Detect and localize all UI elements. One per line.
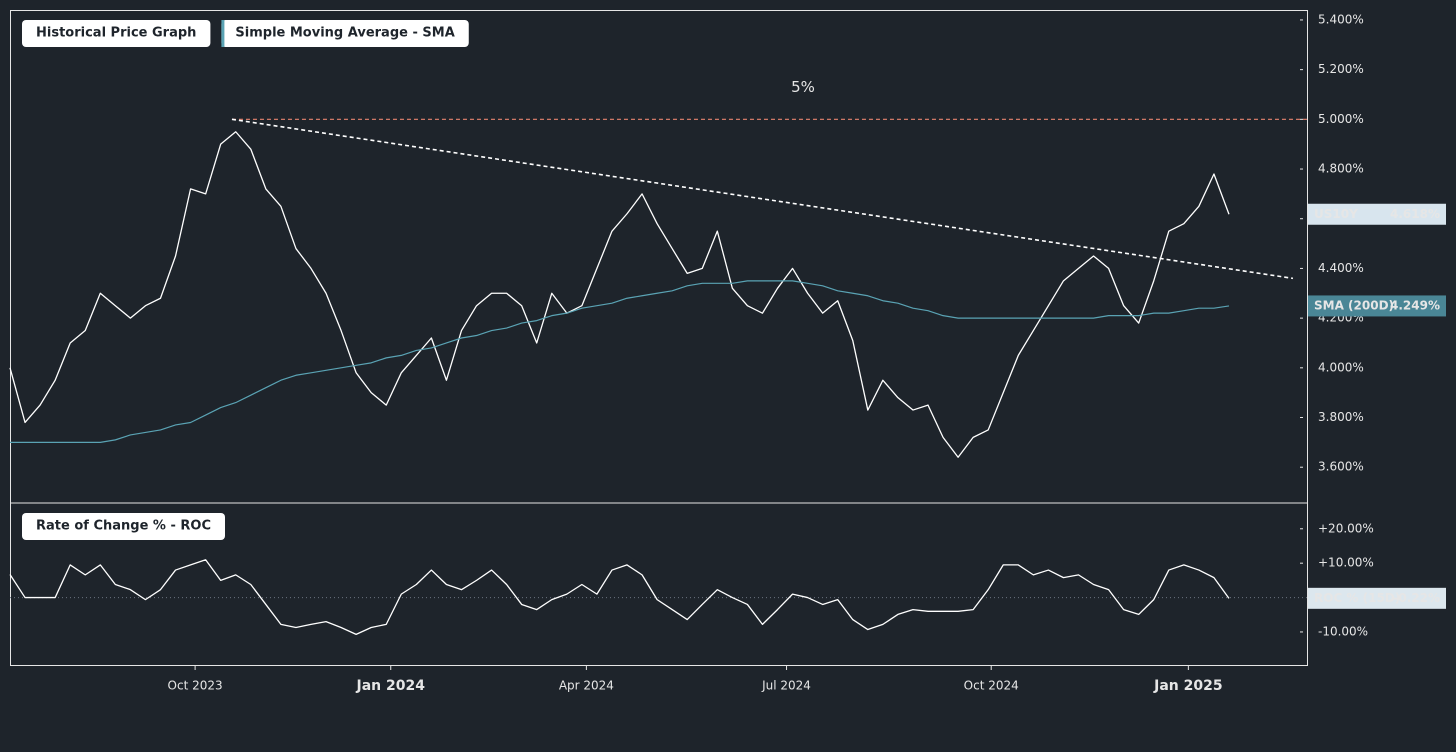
- y-tick-label: 5.200%: [1318, 62, 1364, 76]
- x-tick-label: Jan 2025: [1153, 678, 1222, 694]
- y-tick-label: 5.400%: [1318, 12, 1364, 26]
- end-value-box: [1308, 587, 1446, 609]
- end-value-label: 4.618%: [1390, 207, 1440, 221]
- y-tick-label: 4.800%: [1318, 162, 1364, 176]
- tab-label: Rate of Change % - ROC: [36, 519, 211, 534]
- end-series-name: US10Y: [1314, 207, 1358, 221]
- end-value-box: [1308, 295, 1446, 317]
- y-tick-label: -10.00%: [1318, 624, 1368, 638]
- plot-frame: [10, 10, 1308, 666]
- tab-button[interactable]: [22, 513, 225, 540]
- y-tick-label: 5.000%: [1318, 112, 1364, 126]
- x-tick-label: Oct 2024: [964, 679, 1019, 693]
- y-tick-label: 3.800%: [1318, 410, 1364, 424]
- tab-label: Simple Moving Average - SMA: [235, 26, 454, 41]
- end-series-name: ROC % (15D): [1314, 591, 1400, 605]
- series-line: [9, 559, 1230, 636]
- tab-button[interactable]: [22, 20, 211, 47]
- series-line: [10, 280, 1230, 443]
- reference-label: 5%: [791, 78, 815, 96]
- y-tick-label: 3.600%: [1318, 460, 1364, 474]
- y-tick-label: 4.000%: [1318, 360, 1364, 374]
- tab-label: Historical Price Graph: [36, 26, 196, 41]
- end-value-label: -0.22%: [1393, 591, 1440, 605]
- tab-button[interactable]: [221, 20, 469, 47]
- end-value-label: 4.249%: [1390, 298, 1440, 312]
- x-tick-label: Oct 2023: [168, 679, 223, 693]
- tab-accent: [221, 20, 225, 47]
- x-tick-label: Jan 2024: [356, 678, 426, 694]
- end-value-box: [1308, 203, 1446, 225]
- x-tick-label: Jul 2024: [761, 679, 811, 693]
- y-tick-label: +20.00%: [1318, 521, 1374, 535]
- y-tick-label: +10.00%: [1318, 556, 1374, 570]
- x-tick-label: Apr 2024: [559, 679, 614, 693]
- end-series-name: SMA (200D): [1314, 298, 1394, 312]
- trendline: [231, 118, 1294, 280]
- y-tick-label: 4.400%: [1318, 261, 1364, 275]
- series-line: [9, 131, 1230, 458]
